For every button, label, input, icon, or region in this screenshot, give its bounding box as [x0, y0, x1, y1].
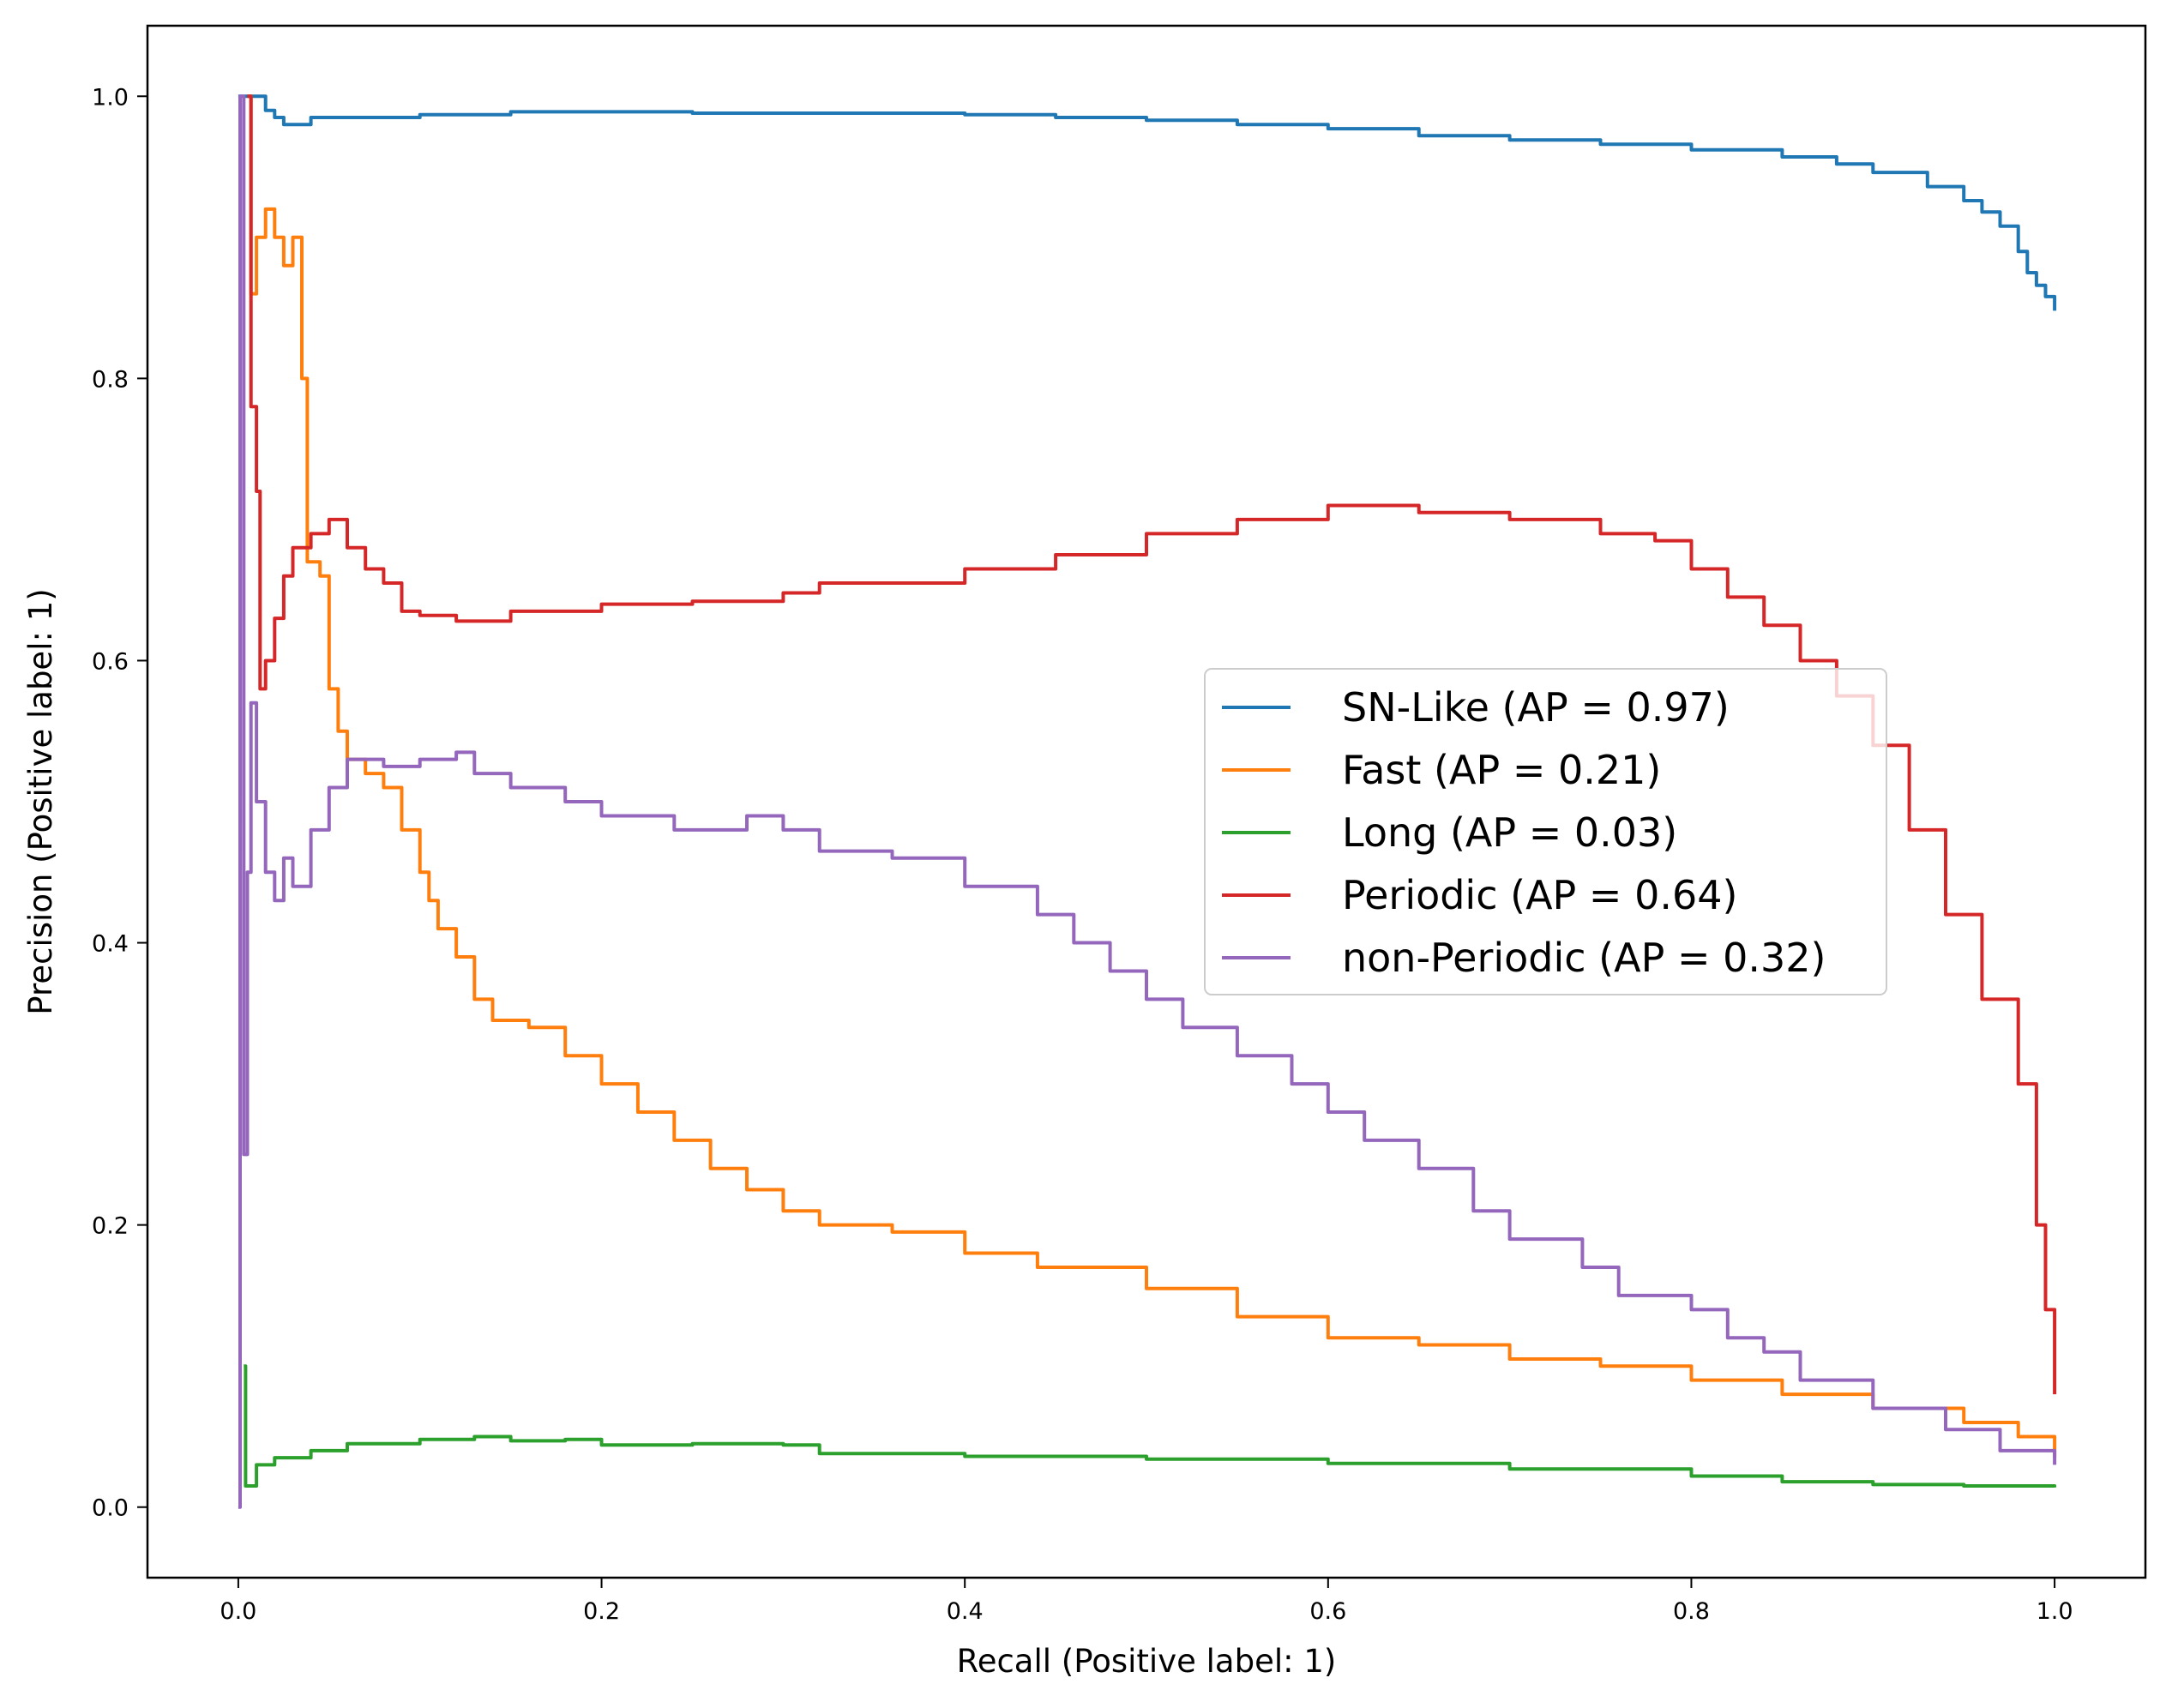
x-axis: 0.0 0.2 0.4 0.6 0.8 1.0	[220, 1578, 2073, 1625]
x-tick-label-2: 0.4	[947, 1598, 984, 1625]
series-line-1	[247, 94, 2057, 1458]
x-tick-label-3: 0.6	[1309, 1598, 1346, 1625]
y-tick-label-5: 1.0	[92, 84, 129, 111]
x-tick-label-1: 0.2	[583, 1598, 620, 1625]
x-axis-label: Recall (Positive label: 1)	[957, 1643, 1337, 1680]
legend-label-4: non-Periodic (AP = 0.32)	[1342, 935, 1826, 981]
y-axis-label: Precision (Positive label: 1)	[22, 588, 59, 1014]
legend: SN-Like (AP = 0.97) Fast (AP = 0.21) Long …	[1204, 668, 1887, 995]
y-tick-label-0: 0.0	[92, 1495, 129, 1522]
x-tick-label-4: 0.8	[1673, 1598, 1710, 1625]
legend-label-3: Periodic (AP = 0.64)	[1342, 872, 1737, 918]
series-line-2	[244, 1364, 2057, 1488]
legend-label-2: Long (AP = 0.03)	[1342, 809, 1677, 856]
y-axis: 0.0 0.2 0.4 0.6 0.8 1.0	[92, 84, 147, 1522]
legend-box	[1204, 668, 1887, 995]
legend-label-1: Fast (AP = 0.21)	[1342, 747, 1661, 793]
x-tick-label-5: 1.0	[2037, 1598, 2073, 1625]
y-tick-label-2: 0.4	[92, 931, 129, 958]
x-tick-label-0: 0.0	[220, 1598, 256, 1625]
plot-frame	[146, 24, 2147, 1579]
legend-label-0: SN-Like (AP = 0.97)	[1342, 684, 1730, 731]
series-line-0	[238, 94, 2057, 311]
series-line-4	[238, 94, 2057, 1509]
y-tick-label-4: 0.8	[92, 366, 129, 393]
plot-lines	[238, 94, 2057, 1509]
y-tick-label-1: 0.2	[92, 1213, 129, 1240]
y-tick-label-3: 0.6	[92, 648, 129, 675]
